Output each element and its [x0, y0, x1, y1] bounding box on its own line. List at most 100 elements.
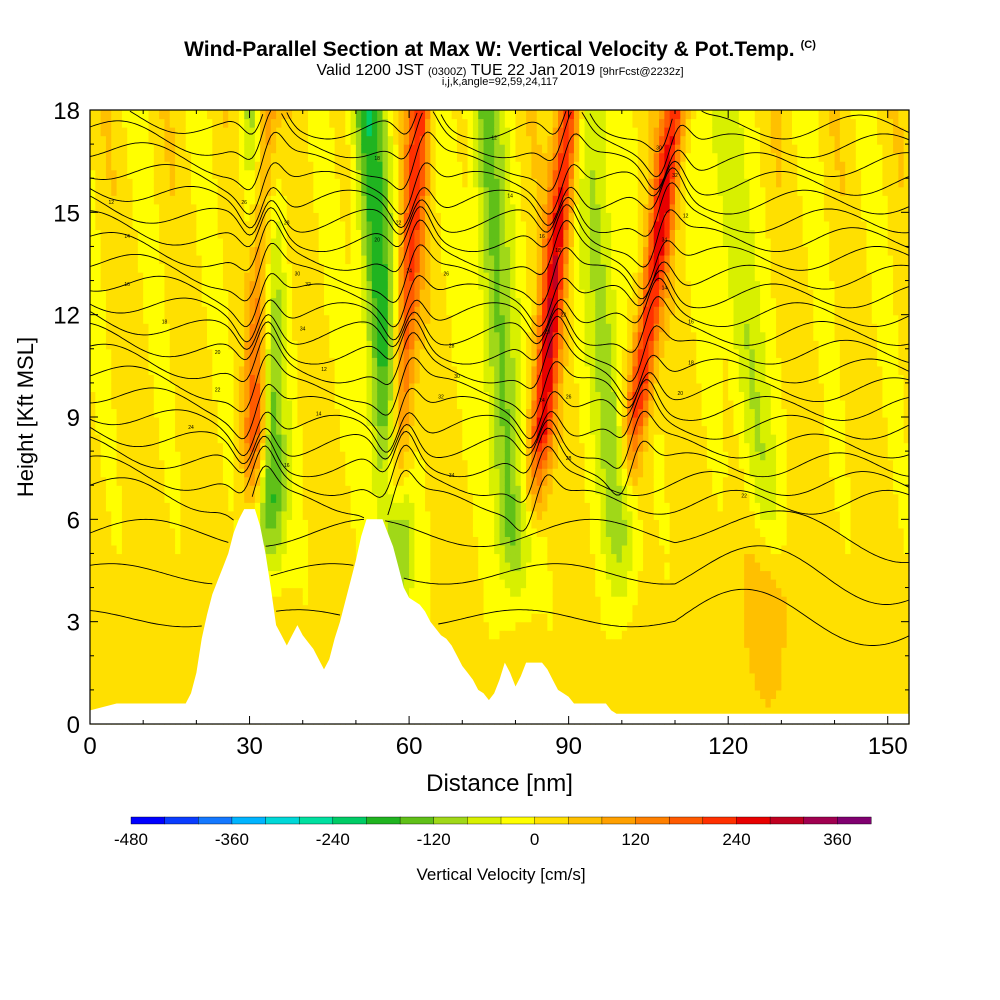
field-cell [334, 237, 341, 248]
field-cell [446, 536, 453, 546]
field-cell [302, 519, 309, 529]
field-cell [265, 468, 272, 478]
field-cell [217, 382, 224, 393]
field-cell [425, 229, 431, 239]
field-cell [345, 519, 352, 529]
field-cell [270, 544, 277, 555]
field-cell [95, 630, 102, 640]
field-cell [228, 459, 235, 469]
field-cell [270, 144, 277, 154]
field-cell [361, 178, 368, 188]
field-cell [441, 203, 447, 213]
field-cell [313, 579, 320, 589]
field-cell [212, 229, 219, 239]
field-cell [350, 434, 357, 444]
field-cell [382, 186, 389, 196]
field-cell [318, 561, 325, 572]
field-cell [292, 442, 299, 452]
field-cell [212, 254, 219, 265]
field-cell [339, 289, 346, 299]
field-cell [95, 434, 102, 444]
field-cell [409, 161, 416, 171]
field-cell [403, 306, 410, 316]
field-cell [366, 229, 373, 239]
field-cell [148, 399, 155, 410]
field-cell [377, 408, 384, 418]
field-cell [201, 604, 208, 614]
field-cell [90, 314, 96, 324]
field-cell [159, 340, 166, 350]
field-cell [201, 417, 208, 427]
field-cell [297, 502, 304, 512]
field-cell [302, 391, 309, 401]
field-cell [249, 280, 256, 290]
field-cell [265, 263, 272, 273]
field-cell [212, 220, 219, 230]
field-cell [238, 382, 245, 393]
field-cell [377, 468, 384, 478]
field-cell [361, 229, 368, 239]
field-cell [148, 289, 155, 299]
field-cell [313, 348, 320, 358]
field-cell [169, 203, 176, 213]
field-cell [409, 382, 416, 393]
field-cell [169, 459, 176, 469]
field-cell [281, 468, 288, 478]
field-cell [217, 212, 224, 222]
field-cell [132, 357, 139, 367]
field-cell [196, 127, 203, 137]
field-cell [254, 468, 261, 478]
field-cell [233, 152, 240, 162]
field-cell [270, 442, 277, 452]
field-cell [425, 254, 431, 265]
field-cell [451, 442, 458, 452]
field-cell [350, 314, 357, 324]
field-cell [361, 237, 368, 248]
field-cell [371, 135, 378, 145]
field-cell [435, 544, 442, 555]
field-cell [403, 135, 410, 145]
field-cell [297, 391, 304, 401]
field-cell [153, 306, 160, 316]
field-cell [148, 442, 155, 452]
field-cell [318, 434, 325, 444]
field-cell [276, 152, 283, 162]
field-cell [355, 331, 362, 341]
field-cell [121, 399, 128, 410]
field-cell [361, 391, 368, 401]
field-cell [207, 272, 213, 282]
field-cell [377, 178, 384, 188]
field-cell [414, 417, 421, 427]
field-cell [159, 331, 166, 341]
field-cell [377, 203, 384, 213]
field-cell [350, 186, 357, 196]
field-cell [276, 178, 283, 188]
field-cell [111, 220, 118, 230]
field-cell [254, 476, 261, 486]
field-cell [238, 144, 245, 154]
field-cell [456, 570, 463, 580]
field-cell [425, 272, 431, 282]
field-cell [366, 493, 373, 503]
field-cell [159, 630, 166, 640]
field-cell [164, 263, 171, 273]
field-cell [329, 127, 336, 137]
field-cell [377, 459, 384, 469]
field-cell [159, 152, 166, 162]
field-cell [164, 621, 171, 631]
field-cell [222, 476, 229, 486]
field-cell [100, 672, 107, 682]
field-cell [153, 698, 160, 708]
field-cell [143, 485, 150, 495]
field-cell [292, 212, 299, 222]
field-cell [451, 169, 458, 179]
field-cell [180, 442, 187, 452]
field-cell [164, 570, 171, 580]
field-cell [116, 408, 123, 418]
field-cell [201, 587, 208, 597]
field-cell [207, 365, 213, 375]
field-cell [164, 451, 171, 461]
field-cell [132, 289, 139, 299]
field-cell [95, 195, 102, 205]
field-cell [148, 391, 155, 401]
